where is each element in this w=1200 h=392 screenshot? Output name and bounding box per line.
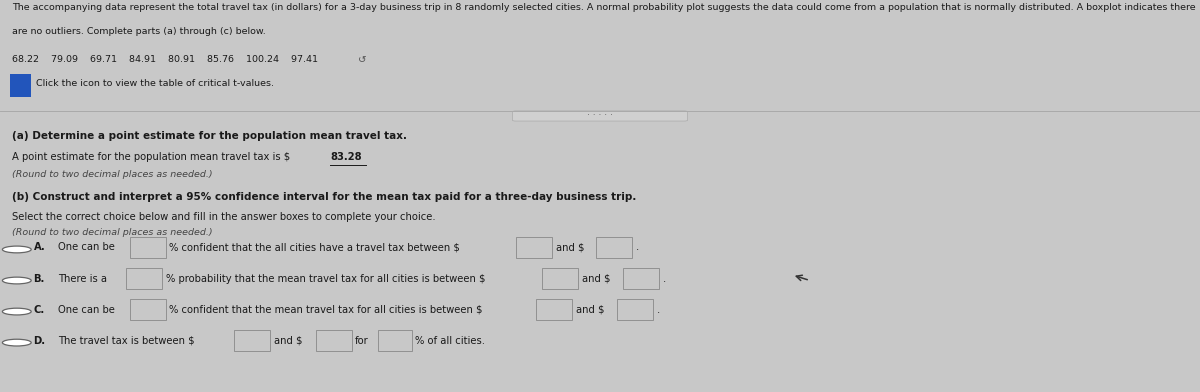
FancyBboxPatch shape (623, 268, 659, 289)
Text: (a) Determine a point estimate for the population mean travel tax.: (a) Determine a point estimate for the p… (12, 131, 407, 141)
FancyBboxPatch shape (378, 330, 412, 351)
Text: % probability that the mean travel tax for all cities is between $: % probability that the mean travel tax f… (166, 274, 485, 283)
Text: and $: and $ (576, 305, 605, 315)
Circle shape (2, 277, 31, 284)
FancyBboxPatch shape (130, 237, 166, 258)
Circle shape (2, 339, 31, 346)
FancyBboxPatch shape (542, 268, 578, 289)
Text: A point estimate for the population mean travel tax is $: A point estimate for the population mean… (12, 152, 293, 162)
Text: and $: and $ (582, 274, 611, 283)
Text: and $: and $ (274, 336, 302, 346)
Text: (Round to two decimal places as needed.): (Round to two decimal places as needed.) (12, 171, 212, 180)
Circle shape (2, 246, 31, 253)
Text: · · · · ·: · · · · · (587, 111, 613, 120)
FancyBboxPatch shape (617, 299, 653, 320)
Text: ↺: ↺ (358, 55, 366, 65)
Text: D.: D. (34, 336, 46, 346)
Text: .: . (636, 243, 640, 252)
Text: There is a: There is a (58, 274, 109, 283)
FancyBboxPatch shape (516, 237, 552, 258)
Text: are no outliers. Complete parts (a) through (c) below.: are no outliers. Complete parts (a) thro… (12, 27, 265, 36)
Text: Click the icon to view the table of critical t-values.: Click the icon to view the table of crit… (36, 80, 274, 89)
FancyBboxPatch shape (512, 111, 688, 121)
Text: One can be: One can be (58, 243, 118, 252)
Text: C.: C. (34, 305, 44, 315)
Text: % of all cities.: % of all cities. (415, 336, 485, 346)
Text: % confident that the all cities have a travel tax between $: % confident that the all cities have a t… (169, 243, 460, 252)
FancyBboxPatch shape (234, 330, 270, 351)
Text: 68.22    79.09    69.71    84.91    80.91    85.76    100.24    97.41: 68.22 79.09 69.71 84.91 80.91 85.76 100.… (12, 55, 318, 64)
Text: Select the correct choice below and fill in the answer boxes to complete your ch: Select the correct choice below and fill… (12, 212, 436, 222)
Text: A.: A. (34, 243, 46, 252)
Circle shape (2, 308, 31, 315)
FancyBboxPatch shape (10, 74, 31, 97)
Text: (Round to two decimal places as needed.): (Round to two decimal places as needed.) (12, 228, 212, 237)
Text: B.: B. (34, 274, 44, 283)
Text: .: . (662, 274, 666, 283)
FancyBboxPatch shape (316, 330, 352, 351)
FancyBboxPatch shape (126, 268, 162, 289)
Text: 83.28: 83.28 (330, 152, 361, 162)
Text: The travel tax is between $: The travel tax is between $ (58, 336, 194, 346)
Text: and $: and $ (556, 243, 584, 252)
Text: .: . (656, 305, 660, 315)
FancyBboxPatch shape (596, 237, 632, 258)
Text: for: for (355, 336, 368, 346)
Text: % confident that the mean travel tax for all cities is between $: % confident that the mean travel tax for… (169, 305, 482, 315)
Text: One can be: One can be (58, 305, 118, 315)
FancyBboxPatch shape (536, 299, 572, 320)
Text: The accompanying data represent the total travel tax (in dollars) for a 3-day bu: The accompanying data represent the tota… (12, 3, 1195, 12)
Text: (b) Construct and interpret a 95% confidence interval for the mean tax paid for : (b) Construct and interpret a 95% confid… (12, 192, 636, 201)
FancyBboxPatch shape (130, 299, 166, 320)
